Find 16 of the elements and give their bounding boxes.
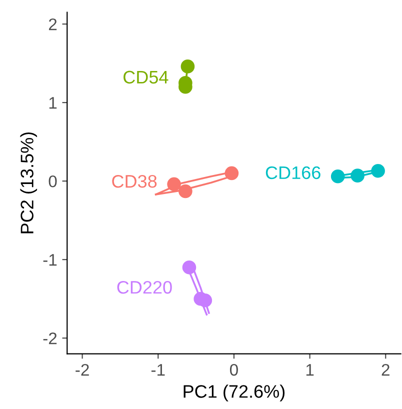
x-axis-title: PC1 (72.6%) (184, 384, 285, 402)
y-axis-title: PC2 (13.5%) (20, 132, 38, 234)
series-label: CD220 (117, 280, 172, 294)
y-tick-label: 0 (48, 175, 57, 188)
y-tick-label: -1 (43, 254, 57, 266)
series-label: CD166 (266, 166, 320, 180)
x-tick-label: -2 (76, 364, 89, 376)
x-tick-label: 0 (230, 364, 238, 376)
x-tick-label: -1 (151, 364, 165, 376)
series-label: CD54 (124, 70, 168, 84)
y-tick-label: 1 (49, 97, 57, 109)
y-tick-label: -2 (43, 332, 57, 344)
x-tick-label: 2 (382, 364, 390, 376)
y-tick-label: 2 (48, 18, 57, 30)
series-label: CD38 (112, 174, 157, 188)
x-tick-label: 1 (306, 364, 314, 376)
